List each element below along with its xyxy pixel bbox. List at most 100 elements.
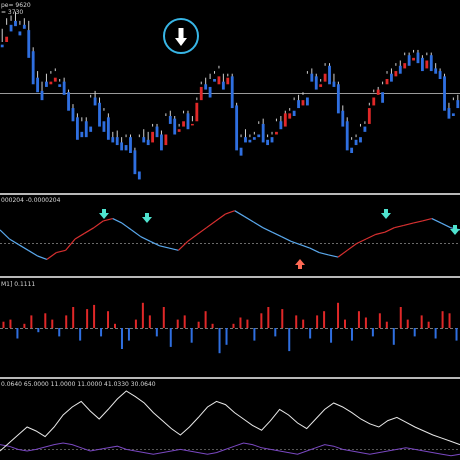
candle-body: [257, 134, 261, 138]
oscillator-segment: [253, 221, 264, 229]
candle-body: [213, 79, 216, 82]
candle-body: [443, 76, 446, 111]
oscillator-segment: [74, 232, 85, 240]
candle-body: [27, 30, 31, 58]
oscillator-segment: [84, 227, 95, 234]
cyan-down-arrow-icon: [450, 225, 460, 235]
histogram-bar: [385, 321, 388, 328]
histogram-bar: [344, 319, 346, 328]
candle-body: [398, 65, 402, 74]
pane-separator[interactable]: [0, 377, 460, 379]
lines-chart[interactable]: [0, 379, 460, 460]
candle-body: [195, 102, 199, 122]
histogram-pane[interactable]: M1] 0.1111: [0, 278, 460, 377]
candle-body: [168, 116, 172, 124]
oscillator-segment: [243, 215, 254, 223]
histogram-bar: [309, 328, 312, 339]
histogram-bar: [218, 328, 221, 354]
histogram-bar: [295, 315, 298, 328]
candle-body: [93, 97, 97, 106]
candle-body: [394, 71, 398, 77]
histogram-bar: [93, 304, 96, 328]
oscillator-segment: [112, 218, 123, 224]
oscillator-segment: [422, 218, 432, 222]
oscillator-segment: [375, 231, 386, 236]
histogram-bar: [420, 315, 423, 328]
oscillator-segment: [168, 247, 179, 251]
oscillator-segment: [394, 224, 404, 229]
pane-separator[interactable]: [0, 276, 460, 278]
lower-label: 0.0640 65.0000 11.0000 11.0000 41.0330 3…: [1, 381, 156, 388]
histogram-bar: [413, 328, 416, 337]
candle-body: [372, 97, 376, 106]
histogram-bar: [23, 323, 26, 328]
candle-body: [310, 73, 314, 82]
histogram-bar: [337, 302, 340, 328]
histogram-bar: [302, 319, 305, 328]
candle-body: [252, 137, 256, 140]
candle-body: [239, 147, 243, 156]
candle-body: [186, 113, 190, 130]
histogram-bar: [267, 307, 270, 328]
histogram-bar: [392, 328, 395, 345]
candle-body: [146, 139, 150, 146]
histogram-bar: [162, 307, 165, 328]
signal-down-arrow-icon: [175, 28, 187, 46]
histogram-chart[interactable]: [0, 278, 460, 377]
candle-body: [279, 121, 283, 130]
candle-body: [305, 97, 309, 106]
candle-body: [451, 113, 455, 116]
oscillator-segment: [9, 238, 20, 246]
histogram-bar: [288, 328, 291, 352]
candle-body: [283, 113, 287, 127]
candle-body: [350, 147, 354, 153]
candle-body: [434, 68, 438, 74]
oscillator-segment: [196, 227, 207, 235]
oscillator-segment: [290, 240, 301, 246]
candle-body: [89, 126, 93, 132]
candle-body: [142, 137, 146, 143]
histogram-bar: [51, 319, 54, 328]
candle-body: [319, 84, 323, 87]
candle-body: [328, 65, 331, 85]
oscillator-segment: [403, 222, 414, 226]
purple-line: [0, 442, 460, 457]
histogram-bar: [134, 319, 137, 328]
histogram-bar: [427, 321, 430, 328]
oscillator-segment: [46, 252, 57, 260]
oscillator-segment: [131, 229, 142, 238]
lower-pane[interactable]: 0.0640 65.0000 11.0000 11.0000 41.0330 3…: [0, 379, 460, 460]
candle-body: [9, 24, 13, 32]
candle-body: [18, 31, 22, 36]
oscillator-chart[interactable]: [0, 195, 460, 276]
candle-body: [363, 126, 367, 132]
histogram-bar: [141, 302, 144, 328]
pane-separator[interactable]: [0, 193, 460, 195]
red-up-arrow-icon: [295, 259, 305, 269]
histogram-bar: [399, 307, 402, 328]
candle-body: [288, 113, 292, 119]
oscillator-segment: [140, 236, 151, 242]
candle-body: [115, 137, 119, 146]
candlestick-chart[interactable]: [0, 0, 460, 193]
oscillator-segment: [225, 210, 235, 215]
candle-body: [244, 137, 247, 143]
oscillator-segment: [177, 240, 189, 251]
histogram-bar: [2, 321, 5, 328]
candle-body: [345, 121, 349, 151]
candle-body: [456, 100, 460, 109]
price-pane[interactable]: pe= 9620 = 3730: [0, 0, 460, 193]
candle-body: [111, 137, 115, 143]
histogram-bar: [357, 311, 360, 328]
histogram-bar: [323, 311, 326, 328]
candle-body: [5, 36, 9, 42]
candle-body: [84, 121, 88, 138]
histogram-bar: [44, 313, 47, 328]
oscillator-segment: [234, 210, 245, 217]
candle-body: [204, 84, 208, 90]
candle-body: [359, 137, 362, 143]
oscillator-pane[interactable]: 000204 -0.0000204: [0, 195, 460, 276]
histogram-bar: [176, 319, 179, 328]
candle-body: [407, 55, 411, 66]
histogram-bar: [58, 328, 61, 337]
